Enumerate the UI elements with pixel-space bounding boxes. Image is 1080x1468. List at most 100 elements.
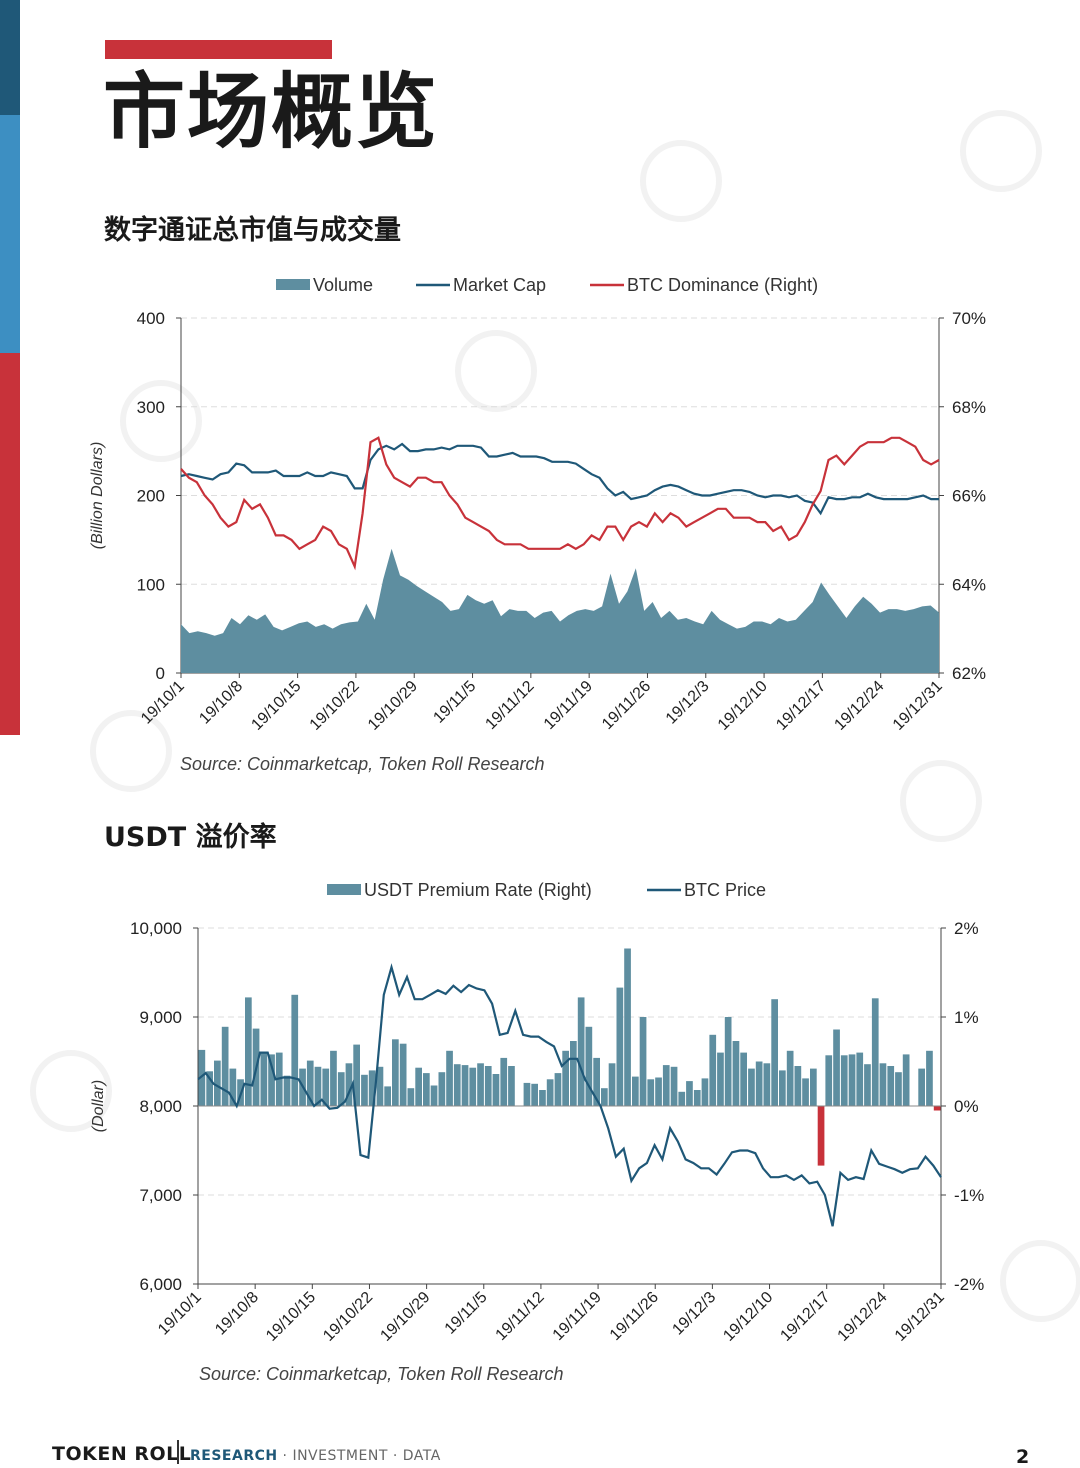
y2-tick-label: 68%	[952, 398, 986, 417]
premium-bar	[918, 1068, 925, 1106]
premium-bar	[283, 1075, 291, 1106]
premium-bar	[399, 1043, 407, 1106]
premium-bar	[353, 1044, 360, 1106]
premium-bar	[864, 1064, 871, 1106]
watermark-logo	[640, 140, 722, 222]
y-tick-label: 0	[156, 664, 165, 683]
footer-tag-research: RESEARCH	[190, 1448, 278, 1464]
x-tick-label: 19/12/31	[892, 1289, 948, 1345]
y2-tick-label: 2%	[954, 919, 979, 938]
premium-bar	[616, 987, 624, 1106]
y2-tick-label: 0%	[954, 1097, 979, 1116]
premium-bar	[871, 998, 879, 1106]
market-cap-volume-chart: 0 62%100 64%200 66%300 68%400 70%19/10/1 19/10…	[89, 275, 986, 774]
premium-bar	[647, 1079, 655, 1106]
side-accent-blue	[0, 115, 20, 353]
y2-tick-label: -1%	[954, 1186, 984, 1205]
premium-bar	[810, 1068, 817, 1106]
premium-bar	[740, 1052, 747, 1106]
footer-brand: TOKEN ROLL	[52, 1443, 192, 1465]
premium-bar	[593, 1057, 600, 1106]
premium-bar	[833, 1029, 840, 1106]
y2-tick-label: 1%	[954, 1008, 979, 1027]
y-tick-label: 9,000	[139, 1008, 182, 1027]
page-number: 2	[1016, 1446, 1030, 1468]
premium-bar	[856, 1052, 864, 1106]
legend-market-cap-label: Market Cap	[453, 275, 546, 295]
y2-tick-label: 66%	[952, 487, 986, 506]
x-tick-label: 19/12/17	[777, 1289, 833, 1345]
premium-bar	[523, 1082, 531, 1106]
x-tick-label: 19/12/24	[835, 1289, 891, 1345]
premium-bar	[368, 1070, 376, 1106]
premium-bar	[825, 1055, 833, 1106]
x-tick-label: 19/11/5	[442, 1289, 491, 1338]
premium-bar	[686, 1081, 693, 1106]
premium-bar	[933, 1106, 941, 1111]
y-tick-label: 300	[137, 398, 165, 417]
y-tick-label: 10,000	[130, 919, 182, 938]
premium-bar	[546, 1079, 554, 1106]
y2-tick-label: 70%	[952, 309, 986, 328]
footer-tagline: RESEARCH · INVESTMENT · DATA	[190, 1448, 441, 1464]
premium-bar	[384, 1086, 391, 1106]
premium-bar	[361, 1074, 368, 1106]
x-tick-label: 19/10/22	[320, 1289, 376, 1345]
legend-volume-swatch	[276, 279, 310, 290]
x-tick-label: 19/11/19	[550, 1289, 605, 1344]
page-title: 市场概览	[103, 65, 440, 160]
premium-bar	[817, 1106, 825, 1166]
watermark-logo	[960, 110, 1042, 192]
x-tick-label: 19/10/8	[212, 1289, 262, 1339]
premium-bar	[748, 1068, 755, 1106]
premium-bar	[848, 1054, 856, 1106]
premium-bar	[415, 1067, 422, 1106]
watermark-logo	[455, 330, 537, 412]
side-accent-red	[0, 353, 20, 735]
premium-bar	[484, 1066, 492, 1106]
x-tick-label: 19/11/26	[607, 1289, 662, 1344]
section-title-usdt: USDT 溢价率	[104, 822, 277, 853]
x-tick-label: 19/12/3	[669, 1289, 719, 1339]
title-accent-bar	[105, 40, 332, 59]
premium-bar	[337, 1072, 345, 1106]
x-tick-label: 19/12/10	[720, 1289, 776, 1345]
premium-bar	[902, 1054, 910, 1106]
premium-bar	[214, 1060, 221, 1106]
premium-bar	[724, 1017, 732, 1106]
watermark-logo	[900, 760, 982, 842]
premium-bar	[446, 1050, 453, 1106]
btc-price-line	[197, 963, 942, 1227]
premium-bar	[701, 1078, 709, 1106]
x-tick-label: 19/10/1	[155, 1289, 205, 1339]
premium-bar	[531, 1083, 538, 1107]
premium-bar	[407, 1088, 415, 1106]
x-tick-label: 19/11/12	[493, 1289, 548, 1344]
premium-bar	[345, 1063, 353, 1106]
section-title-market: 数字通证总市值与成交量	[104, 215, 401, 246]
footer-tag-rest: · INVESTMENT · DATA	[277, 1448, 441, 1464]
premium-bar	[229, 1068, 237, 1106]
source-note: Source: Coinmarketcap, Token Roll Resear…	[199, 1364, 564, 1384]
premium-bar	[492, 1074, 500, 1106]
y-tick-label: 400	[137, 309, 165, 328]
x-tick-label: 19/10/15	[263, 1289, 319, 1345]
premium-bar	[732, 1041, 740, 1106]
premium-bar	[895, 1072, 902, 1106]
premium-bar	[423, 1073, 430, 1106]
source-note: Source: Coinmarketcap, Token Roll Resear…	[180, 754, 545, 774]
premium-bar	[655, 1077, 662, 1106]
premium-bar	[585, 1026, 593, 1106]
premium-bar	[639, 1017, 647, 1106]
premium-bar	[198, 1049, 206, 1106]
usdt-premium-chart: 6,000 -2% 7,000 -1% 8,000 0% 9,000 1% 10,000 2% 19…	[90, 880, 984, 1384]
y-tick-label: 100	[137, 575, 165, 594]
premium-bar	[670, 1066, 678, 1106]
premium-bar	[802, 1078, 809, 1106]
premium-bar	[554, 1073, 562, 1106]
premium-bar	[570, 1041, 577, 1106]
watermark-logo	[120, 380, 202, 462]
y-tick-label: 8,000	[139, 1097, 182, 1116]
premium-bar	[678, 1091, 686, 1106]
premium-bar	[608, 1063, 616, 1106]
